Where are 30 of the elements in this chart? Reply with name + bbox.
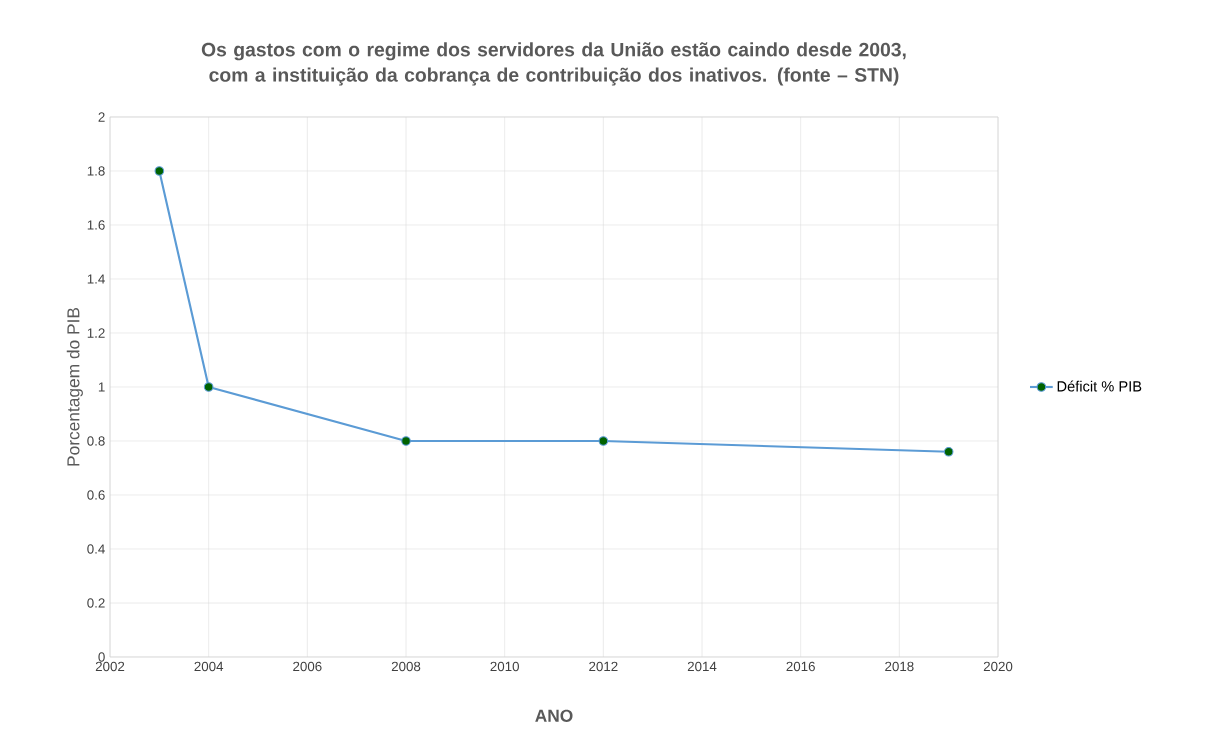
chart-title: Os gastos com o regime dos servidores da União estão caindo desde 2003, com a instituição da cobrança de contribuição dos inativos. (fonte – STN) — [201, 42, 906, 86]
y-tick-label: 1 — [98, 382, 105, 392]
y-tick-label: 1.8 — [87, 166, 105, 176]
point — [943, 446, 954, 457]
y-tick-label: 0.2 — [87, 598, 105, 608]
x-tick-label: 2014 — [687, 661, 717, 672]
x-tick-label: 2002 — [95, 661, 125, 672]
y-tick-label: 0.6 — [87, 490, 105, 500]
x-tick-label: 2018 — [885, 661, 914, 672]
x-tick-label: 2020 — [983, 661, 1013, 672]
y-axis-title: Porcentagem do PIB — [66, 307, 83, 466]
y-tick-label: 1.6 — [87, 220, 105, 230]
point — [401, 436, 411, 446]
point — [154, 166, 165, 176]
x-tick-label: 2006 — [293, 661, 322, 672]
point — [598, 436, 609, 446]
y-tick-label: 0.4 — [87, 544, 105, 554]
y-tick-label: 2 — [98, 112, 105, 122]
x-axis-title: ANO — [535, 709, 573, 722]
x-tick-label: 2004 — [194, 661, 224, 672]
y-tick-label: 0.8 — [87, 436, 105, 446]
x-tick-label: 2016 — [786, 661, 815, 672]
y-tick-label: 1.2 — [87, 328, 105, 338]
y-tick-label: 1.4 — [87, 274, 105, 284]
legend-label: Déficit % PIB — [1057, 380, 1142, 392]
x-tick-label: 2010 — [490, 661, 519, 672]
x-tick-label: 2008 — [391, 661, 421, 672]
point — [203, 382, 214, 392]
y-tick-label: 0 — [98, 652, 105, 662]
x-tick-label: 2012 — [589, 661, 618, 672]
